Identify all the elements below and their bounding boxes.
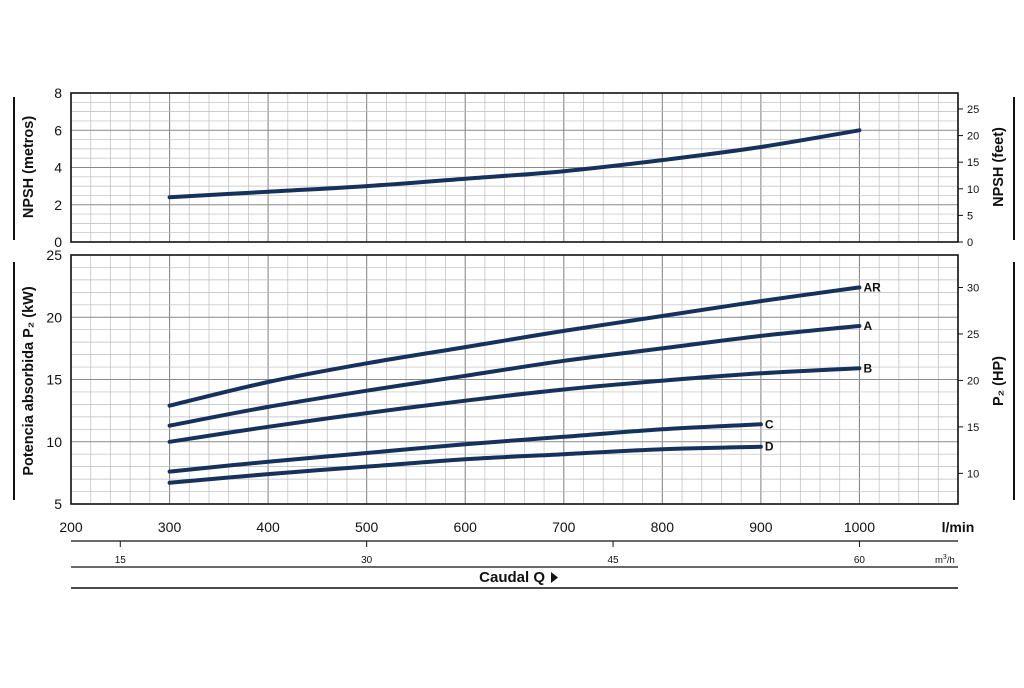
y-tick-label: 15 (46, 372, 62, 388)
y-tick-label: 6 (54, 122, 62, 138)
series-label-ar: AR (863, 280, 881, 294)
npsh-frame (70, 92, 959, 243)
x2-tick-labels: 15 30 45 60 (115, 541, 866, 566)
x-axis-lmin: 200 300 400 500 600 700 800 900 1000 l/min (59, 519, 974, 535)
power-series-labels: AR A B CD (765, 280, 881, 453)
x2-tick-label: 45 (607, 555, 619, 566)
series-label-c: C (765, 417, 774, 431)
power-frame (70, 254, 959, 505)
y2-tick-label: 15 (967, 422, 979, 434)
npsh-ylabel: NPSH (metros) (21, 116, 37, 218)
power-y2label: P₂ (HP) (991, 356, 1007, 406)
y2-tick-label: 25 (967, 329, 979, 341)
npsh-curves (167, 128, 862, 200)
x-axis-title: Caudal Q (479, 569, 545, 586)
y-tick-label: 2 (54, 197, 62, 213)
y-tick-label: 25 (46, 247, 62, 263)
y2-tick-label: 5 (967, 210, 973, 222)
x-tick-label: 300 (158, 519, 182, 535)
npsh-y2label: NPSH (feet) (991, 127, 1007, 207)
y-tick-label: 0 (54, 234, 62, 250)
series-curve-b (167, 366, 862, 444)
series-curve (167, 128, 862, 200)
series-curve-a (167, 324, 862, 428)
npsh-panel: 0 2 4 6 8 0 5 10 15 20 25 NPSH (metros) NPSH (fee… (13, 85, 1015, 250)
series-label-d: D (765, 440, 774, 454)
series-curve-d (167, 444, 763, 485)
x-tick-label: 700 (552, 519, 576, 535)
power-panel: 5 10 15 20 25 10 15 20 25 30 AR A B CD Potencia abs… (13, 247, 1015, 512)
series-label-a: A (863, 319, 872, 333)
y2-tick-label: 25 (967, 104, 979, 116)
y2-tick-label: 20 (967, 131, 979, 143)
y2-tick-label: 0 (967, 237, 973, 249)
x2-tick-label: 15 (115, 555, 127, 566)
x-tick-label: 900 (749, 519, 773, 535)
y2-tick-label: 20 (967, 375, 979, 387)
x-tick-label: 800 (651, 519, 675, 535)
y-tick-label: 10 (46, 434, 62, 450)
y2-tick-label: 10 (967, 184, 979, 196)
x2-tick-label: 30 (361, 555, 373, 566)
series-curve-ar (167, 285, 862, 408)
power-left-ticks: 5 10 15 20 25 (46, 247, 62, 512)
x2-unit-label: m3/h (935, 554, 955, 566)
npsh-left-ticks: 0 2 4 6 8 (54, 85, 62, 250)
power-right-ticks: 10 15 20 25 30 (958, 283, 979, 480)
power-curves (167, 285, 862, 485)
x2-tick-label: 60 (854, 555, 866, 566)
y-tick-label: 5 (54, 496, 62, 512)
x-tick-label: 500 (355, 519, 379, 535)
x-unit-label: l/min (942, 519, 975, 535)
triangle-right-icon (551, 572, 558, 583)
y-tick-label: 4 (54, 160, 62, 176)
x-tick-label: 200 (59, 519, 83, 535)
x-tick-labels: 200 300 400 500 600 700 800 900 1000 (59, 519, 875, 535)
y-tick-label: 20 (46, 309, 62, 325)
series-curve-c (167, 422, 763, 474)
y2-tick-label: 30 (967, 283, 979, 295)
x-tick-label: 600 (454, 519, 478, 535)
y-tick-label: 8 (54, 85, 62, 101)
npsh-right-ticks: 0 5 10 15 20 25 (958, 104, 979, 249)
y2-tick-label: 15 (967, 157, 979, 169)
npsh-grid (70, 92, 959, 243)
power-ylabel: Potencia absorbida P₂ (kW) (21, 286, 37, 476)
series-label-b: B (863, 361, 872, 375)
y2-tick-label: 10 (967, 468, 979, 480)
x-tick-label: 400 (256, 519, 280, 535)
x-tick-label: 1000 (844, 519, 875, 535)
